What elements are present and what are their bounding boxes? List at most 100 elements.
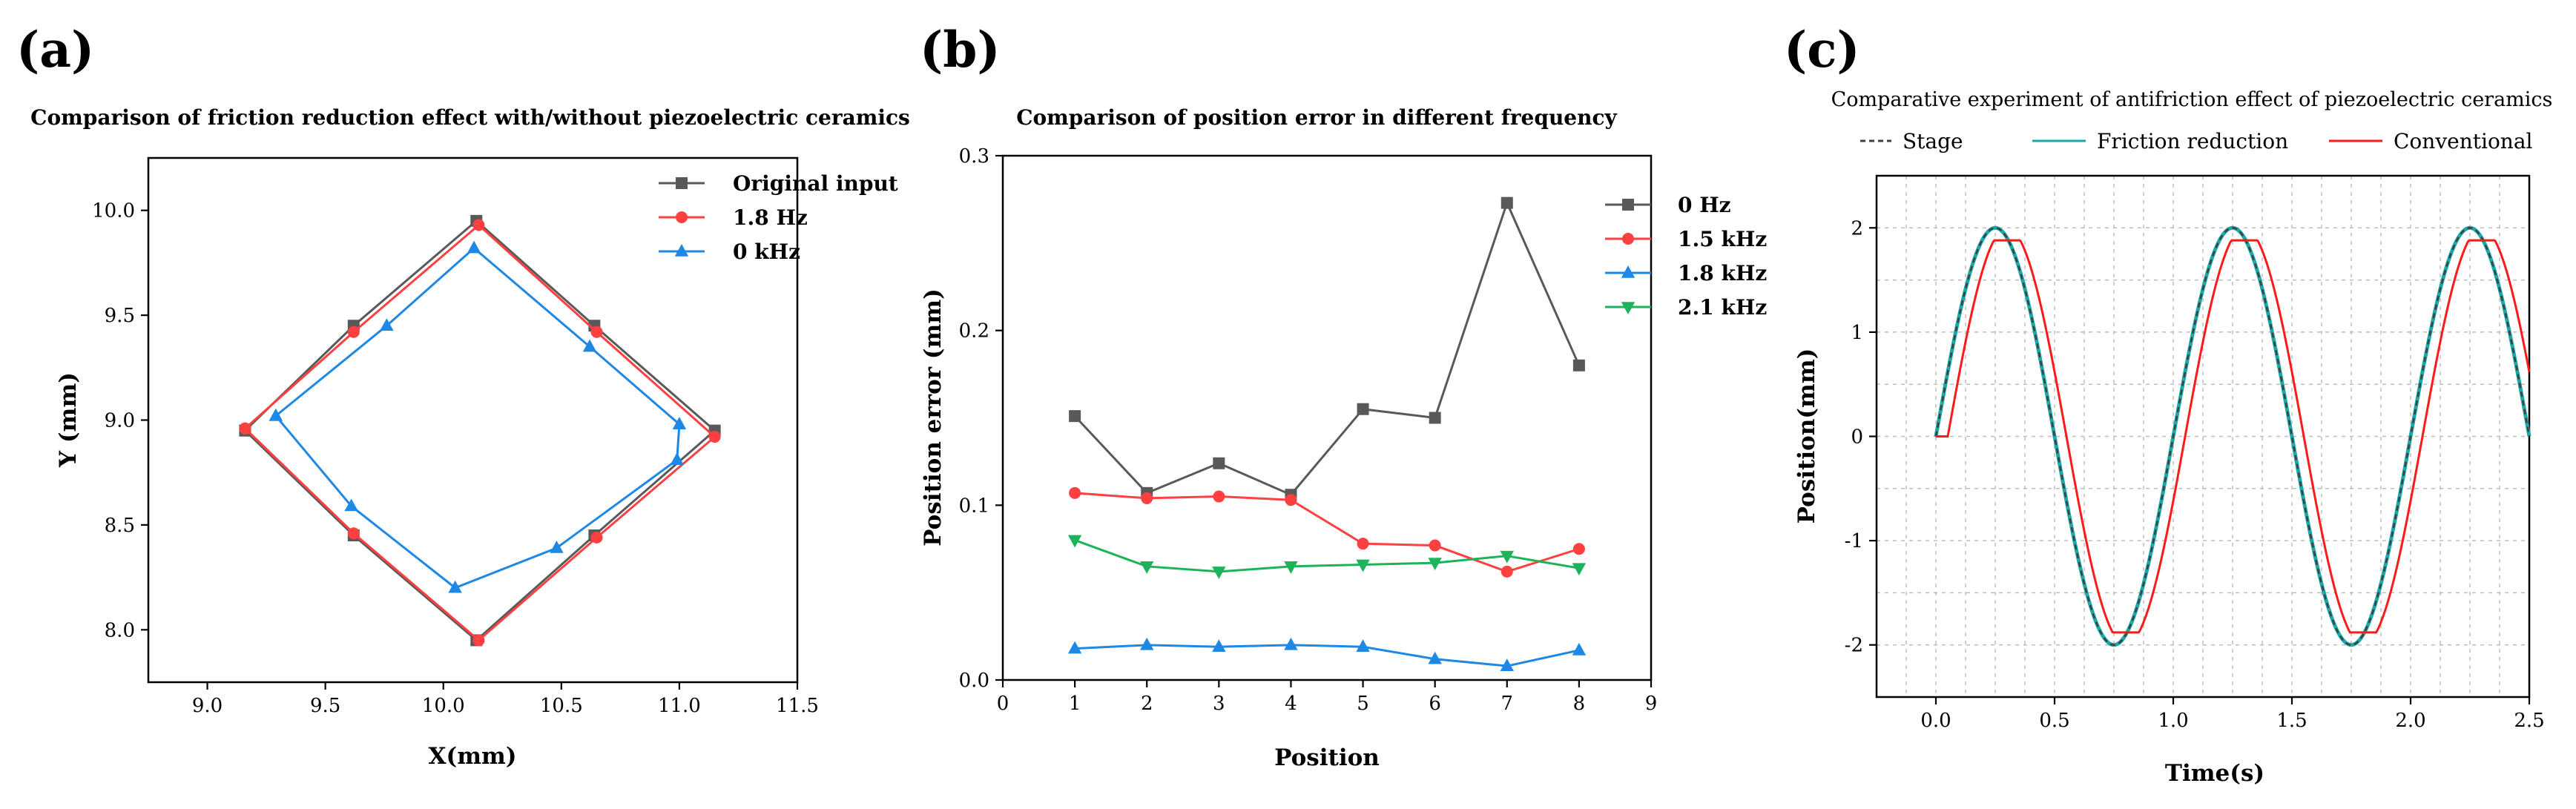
legend-marker: [1621, 265, 1635, 278]
data-point: [448, 580, 462, 593]
x-tick-label: 0.5: [2039, 710, 2069, 732]
x-tick-label: 9: [1645, 693, 1658, 715]
panel-c-y-axis-title: Position(mm): [1793, 349, 1820, 524]
data-point: [347, 527, 360, 540]
x-tick-label: 7: [1501, 693, 1514, 715]
x-tick-label: 1.0: [2158, 710, 2188, 732]
data-point: [269, 408, 283, 421]
panel-c-series: [1934, 225, 2531, 647]
x-tick-label: 3: [1213, 693, 1225, 715]
y-tick-label: 1: [1851, 322, 1863, 344]
x-tick-label: 11.0: [658, 695, 701, 717]
data-point: [1501, 197, 1513, 209]
x-tick-label: 8: [1573, 693, 1586, 715]
x-tick-label: 5: [1357, 693, 1369, 715]
data-point: [1213, 457, 1225, 469]
panel-b-title: Comparison of position error in differen…: [1016, 105, 1617, 130]
data-point: [1284, 637, 1298, 650]
panel-a-plot-frame: [147, 156, 799, 684]
data-point: [1141, 492, 1153, 504]
data-point: [380, 318, 394, 331]
panel-c-legend: Stage Friction reduction Conventional: [1860, 129, 2533, 153]
panel-a-title: Comparison of friction reduction effect …: [30, 105, 910, 130]
series-line: [1075, 492, 1580, 573]
panel-b-y-ticks: 0.0 0.1 0.2 0.3: [959, 145, 1003, 692]
panel-a: (a) Comparison of friction reduction eff…: [16, 21, 910, 770]
data-point: [1212, 567, 1226, 579]
data-point: [1212, 639, 1226, 653]
data-point: [590, 326, 603, 338]
panel-c: (c) Comparative experiment of antifricti…: [1784, 21, 2552, 787]
panel-c-x-ticks: 0.0 0.5 1.0 1.5 2.0 2.5: [1920, 697, 2545, 732]
data-point: [1069, 486, 1081, 499]
data-point: [1067, 535, 1082, 548]
data-point: [1356, 639, 1370, 653]
legend-label: Conventional: [2394, 129, 2533, 153]
data-point: [1428, 651, 1442, 664]
panel-b-series: [1067, 197, 1587, 671]
x-tick-label: 4: [1285, 693, 1297, 715]
data-point: [1429, 539, 1441, 552]
x-tick-label: 1: [1069, 693, 1081, 715]
series-line: [1074, 539, 1580, 573]
x-tick-label: 1.5: [2276, 710, 2307, 732]
data-point: [1572, 359, 1585, 372]
panel-b-x-axis-title: Position: [1274, 744, 1380, 771]
x-tick-label: 10.5: [540, 695, 583, 717]
panel-c-x-axis-title: Time(s): [2165, 760, 2264, 787]
legend-label: 0 kHz: [733, 240, 800, 264]
y-tick-label: -2: [1845, 635, 1863, 657]
panel-a-x-ticks: 9.0 9.5 10.0 10.5 11.0 11.5: [192, 682, 819, 717]
panel-b-x-ticks: 0 1 2 3 4 5 6 7 8 9: [997, 680, 1658, 715]
data-point: [1501, 565, 1513, 578]
x-tick-label: 2: [1141, 693, 1153, 715]
data-point: [550, 541, 564, 553]
y-tick-label: 0: [1851, 426, 1863, 449]
legend-marker: [1621, 302, 1635, 314]
x-tick-label: 9.0: [192, 695, 223, 717]
x-tick-label: 0.0: [1920, 710, 1951, 732]
y-tick-label: 0.0: [959, 670, 989, 692]
legend-marker: [674, 244, 689, 257]
x-tick-label: 11.5: [776, 695, 819, 717]
data-point: [1500, 658, 1514, 671]
panel-a-series: [239, 214, 721, 647]
x-tick-label: 6: [1429, 693, 1441, 715]
data-point: [239, 422, 251, 435]
data-point: [1284, 561, 1298, 574]
legend-label: 1.8 Hz: [733, 205, 808, 230]
legend-marker: [1622, 199, 1634, 211]
series-line: [1075, 644, 1580, 667]
panel-a-y-ticks: 8.0 8.5 9.0 9.5 10.0: [92, 200, 148, 641]
legend-label: 0 Hz: [1678, 193, 1731, 217]
legend-marker: [1622, 233, 1634, 245]
data-point: [1429, 412, 1441, 424]
series-line: [1074, 199, 1581, 497]
data-point: [672, 417, 687, 429]
panel-b-label: (b): [920, 21, 1001, 79]
series-line-stage: [1934, 227, 2531, 646]
y-tick-label: 8.5: [105, 515, 135, 537]
x-tick-label: 9.5: [310, 695, 340, 717]
data-point: [1428, 558, 1442, 571]
legend-label: 1.5 kHz: [1678, 227, 1767, 251]
x-tick-label: 2.5: [2514, 710, 2544, 732]
panel-b: (b) Comparison of position error in diff…: [920, 21, 1767, 771]
data-point: [1213, 490, 1225, 503]
data-point: [1357, 538, 1369, 550]
legend-label: Stage: [1903, 129, 1963, 153]
x-tick-label: 10.0: [422, 695, 465, 717]
legend-label: Original input: [733, 171, 898, 196]
data-point: [472, 219, 485, 231]
y-tick-label: 9.0: [105, 410, 135, 432]
data-point: [467, 240, 481, 254]
data-point: [1572, 543, 1585, 555]
data-point: [1067, 641, 1082, 654]
panel-c-y-ticks: -2 -1 0 1 2: [1845, 217, 1877, 657]
panel-a-label: (a): [16, 21, 94, 79]
legend-label: 1.8 kHz: [1678, 261, 1767, 285]
y-tick-label: 8.0: [105, 619, 135, 641]
legend-marker: [676, 177, 688, 189]
y-tick-label: 0.1: [959, 495, 989, 517]
